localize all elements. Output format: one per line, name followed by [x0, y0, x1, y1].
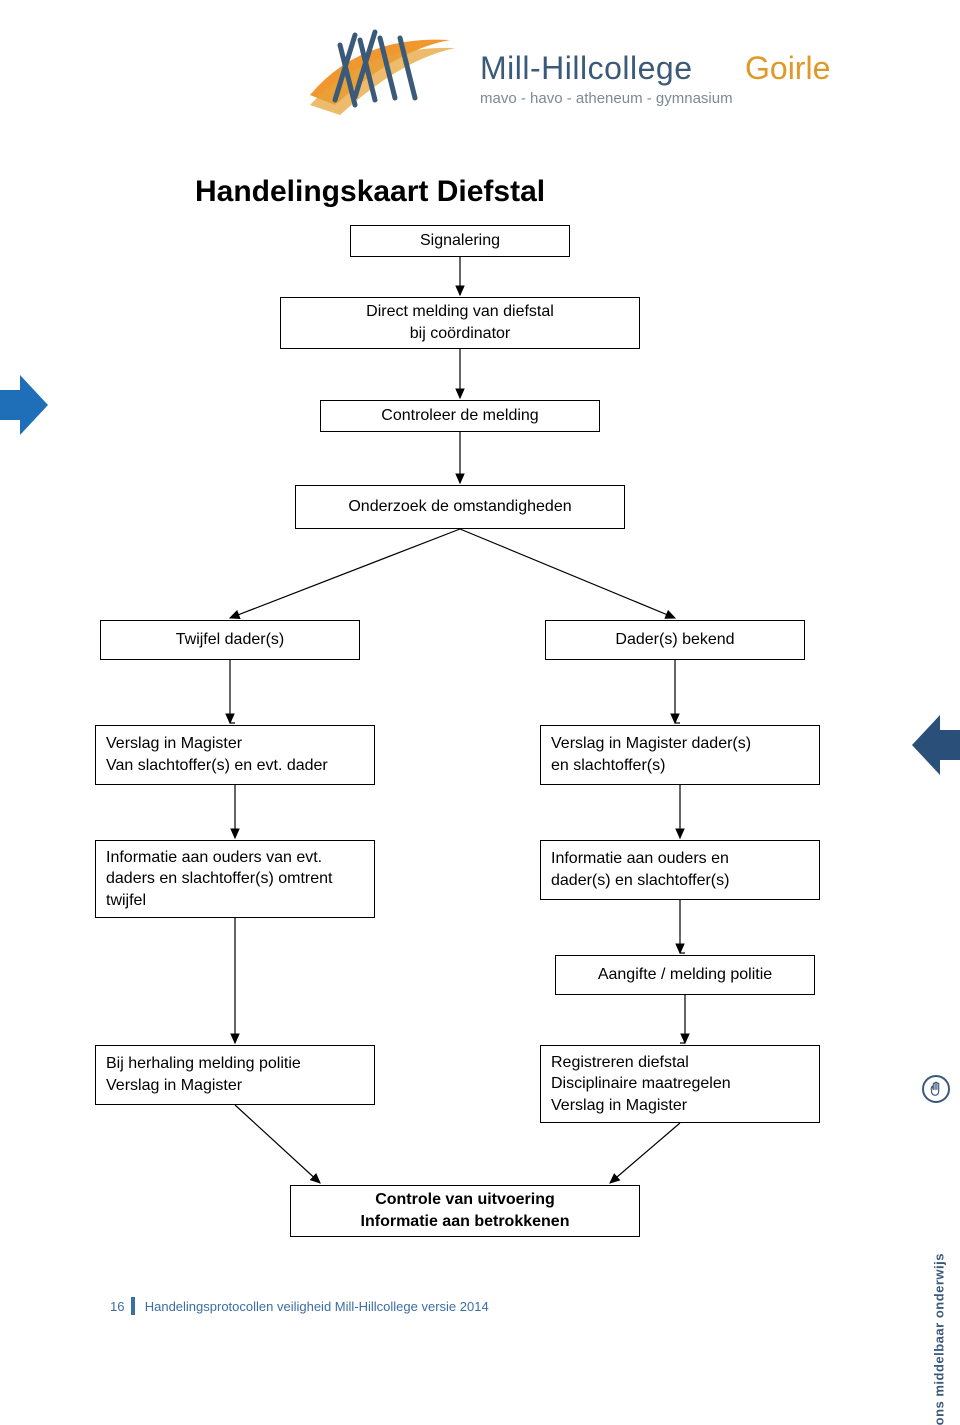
flow-node-n6: Dader(s) bekend	[545, 620, 805, 660]
flow-node-n12: Bij herhaling melding politieVerslag in …	[95, 1045, 375, 1105]
flow-node-n2: Direct melding van diefstalbij coördinat…	[280, 297, 640, 349]
flow-node-n3: Controleer de melding	[320, 400, 600, 432]
footer: 16 Handelingsprotocollen veiligheid Mill…	[110, 1297, 489, 1315]
logo-swoosh-icon	[300, 20, 470, 130]
arrow-right-icon	[0, 370, 50, 440]
flow-node-n13: Registreren diefstalDisciplinaire maatre…	[540, 1045, 820, 1123]
flow-node-n5: Twijfel dader(s)	[100, 620, 360, 660]
page-title: Handelingskaart Diefstal	[195, 175, 545, 209]
logo: Mill-Hillcollege Goirle mavo - havo - at…	[300, 20, 860, 140]
flow-node-n4: Onderzoek de omstandigheden	[295, 485, 625, 529]
flow-node-n7: Verslag in MagisterVan slachtoffer(s) en…	[95, 725, 375, 785]
flow-node-n8: Verslag in Magister dader(s)en slachtoff…	[540, 725, 820, 785]
flow-node-n9: Informatie aan ouders van evt.daders en …	[95, 840, 375, 918]
flow-node-n10: Informatie aan ouders endader(s) en slac…	[540, 840, 820, 900]
side-vertical-text: ons middelbaar onderwijs	[931, 1253, 946, 1425]
logo-main-text: Mill-Hillcollege	[480, 50, 692, 87]
footer-bar-icon	[131, 1297, 135, 1315]
flow-node-n1: Signalering	[350, 225, 570, 257]
footer-text: Handelingsprotocollen veiligheid Mill-Hi…	[145, 1299, 489, 1314]
side-hand-icon	[922, 1075, 950, 1103]
flow-node-n11: Aangifte / melding politie	[555, 955, 815, 995]
arrow-left-icon	[910, 710, 960, 780]
logo-city-text: Goirle	[745, 50, 830, 87]
footer-page-num: 16	[110, 1299, 124, 1314]
flow-node-n14: Controle van uitvoeringInformatie aan be…	[290, 1185, 640, 1237]
logo-subtitle: mavo - havo - atheneum - gymnasium	[480, 90, 733, 107]
